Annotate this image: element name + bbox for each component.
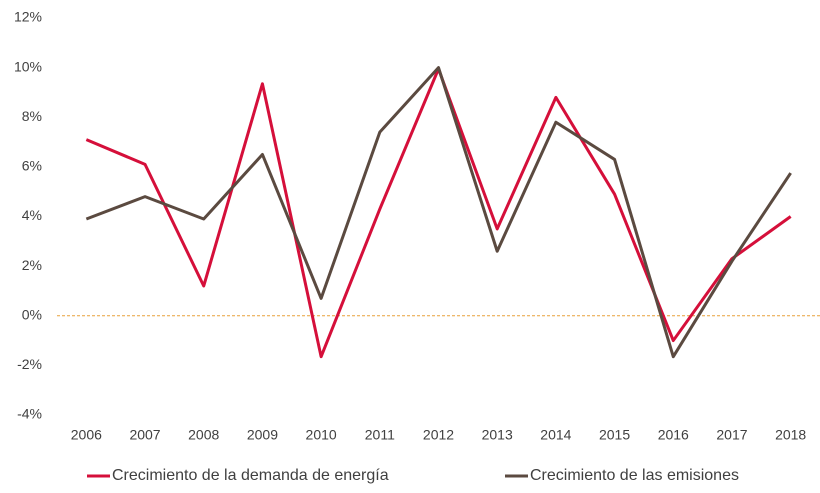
x-tick-label: 2011 <box>365 427 395 443</box>
x-tick-label: 2010 <box>306 427 337 443</box>
x-tick-label: 2016 <box>658 427 689 443</box>
y-tick-label: 10% <box>14 58 42 74</box>
x-tick-label: 2007 <box>129 427 160 443</box>
x-tick-label: 2012 <box>423 427 454 443</box>
legend-label: Crecimiento de las emisiones <box>530 467 739 484</box>
y-tick-label: -2% <box>17 356 42 372</box>
x-tick-label: 2009 <box>247 427 278 443</box>
y-tick-label: 0% <box>22 306 42 322</box>
y-tick-label: 2% <box>22 257 42 273</box>
x-tick-label: 2014 <box>540 427 571 443</box>
x-tick-label: 2018 <box>775 427 806 443</box>
x-tick-label: 2015 <box>599 427 630 443</box>
y-tick-label: -4% <box>17 406 42 422</box>
x-tick-label: 2017 <box>716 427 747 443</box>
series-line <box>85 66 792 359</box>
y-tick-label: 4% <box>22 207 42 223</box>
x-tick-label: 2006 <box>71 427 102 443</box>
y-tick-label: 8% <box>22 108 42 124</box>
x-tick-label: 2013 <box>482 427 513 443</box>
x-tick-label: 2008 <box>188 427 219 443</box>
y-tick-label: 6% <box>22 158 42 174</box>
legend-label: Crecimiento de la demanda de energía <box>112 467 389 484</box>
y-tick-label: 12% <box>14 9 42 25</box>
series-line <box>85 67 792 359</box>
